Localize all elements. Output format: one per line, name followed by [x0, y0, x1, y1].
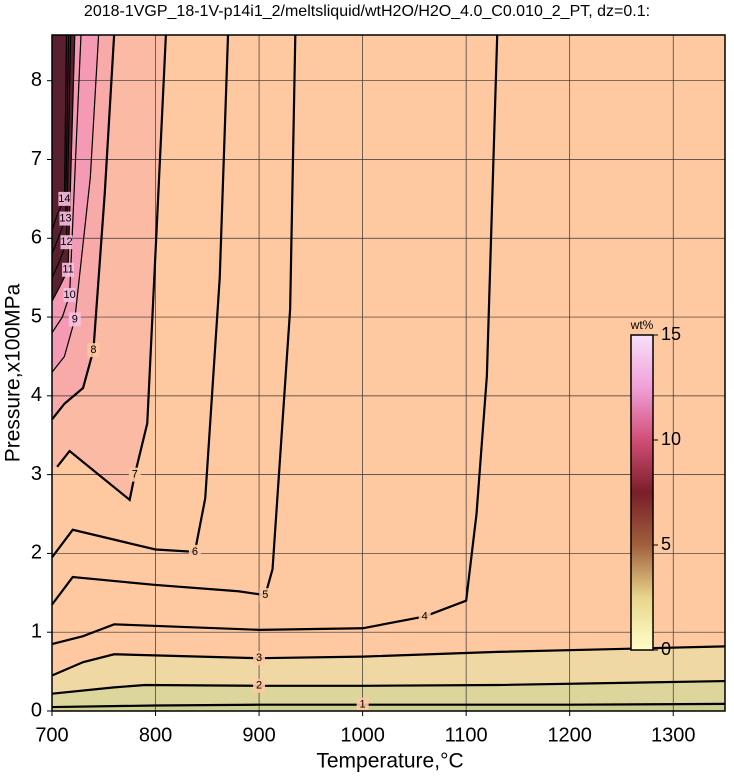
contour-line — [51, 34, 499, 646]
contour-label: 6 — [192, 546, 198, 558]
y-tick-label: 4 — [31, 384, 42, 406]
contour-label: 5 — [262, 589, 268, 601]
contour-line — [51, 34, 72, 278]
contour-label-bg — [63, 288, 76, 302]
contour-label: 2 — [256, 680, 262, 692]
contour-label-bg — [128, 467, 141, 482]
contour-line — [51, 34, 116, 421]
contour-label-bg — [87, 343, 100, 358]
x-tick-label: 1000 — [340, 724, 385, 746]
contour-line — [51, 34, 297, 606]
y-tick-label: 2 — [31, 542, 42, 564]
y-tick-label: 8 — [31, 69, 42, 91]
contour-label: 13 — [59, 212, 71, 224]
contour-label: 9 — [72, 313, 78, 325]
contour-label: 12 — [60, 236, 72, 248]
region-fill — [52, 681, 725, 711]
x-tick-label: 800 — [139, 724, 172, 746]
contour-label-bg — [60, 235, 73, 250]
chart-title: 2018-1VGP_18-1V-p14i1_2/meltsliquid/wtH2… — [84, 3, 650, 20]
contour-label: 4 — [422, 610, 428, 622]
plot-frame — [51, 34, 726, 712]
contour-label-bg — [59, 211, 72, 226]
contour-label: 8 — [90, 344, 96, 356]
contour-label-bg — [62, 262, 75, 277]
y-tick-label: 3 — [31, 463, 42, 485]
y-tick-label: 0 — [31, 699, 42, 721]
contour-line — [51, 34, 70, 255]
x-tick-label: 1300 — [651, 724, 696, 746]
x-axis-label: Temperature,°C — [316, 750, 463, 773]
x-tick-label: 700 — [35, 724, 68, 746]
colorbar — [630, 334, 654, 651]
colorbar-label: wt% — [630, 318, 654, 332]
y-tick-label: 1 — [31, 620, 42, 642]
contour-label-bg — [188, 544, 201, 559]
contour-label-bg — [418, 609, 431, 624]
y-tick-label: 7 — [31, 148, 42, 170]
contour-label-bg — [356, 697, 369, 712]
y-tick-label: 5 — [31, 305, 42, 327]
contour-line — [51, 34, 82, 334]
contour-line — [51, 34, 76, 302]
colorbar-tick-label: 15 — [661, 324, 681, 344]
contour-label: 10 — [63, 289, 75, 301]
contour-label: 14 — [58, 193, 70, 205]
colorbar-tick-label: 0 — [661, 639, 671, 659]
contour-label-bg — [68, 312, 81, 327]
contour-line — [51, 34, 68, 231]
contour-label-bg — [259, 588, 272, 603]
plot-background — [52, 35, 725, 711]
x-tick-label: 1200 — [547, 724, 592, 746]
contour-label: 1 — [360, 699, 366, 711]
contour-label-bg — [253, 678, 266, 693]
contour-label: 7 — [132, 469, 138, 481]
x-tick-label: 1100 — [445, 724, 488, 746]
contour-label: 3 — [256, 652, 262, 664]
colorbar-tick-label: 10 — [661, 429, 681, 449]
y-axis-label: Pressure,x100MPa — [2, 283, 25, 462]
contour-label-bg — [253, 651, 266, 666]
y-tick-label: 6 — [31, 227, 42, 249]
contour-line — [56, 34, 167, 502]
colorbar-tick-label: 5 — [661, 534, 671, 554]
x-tick-label: 900 — [242, 724, 275, 746]
contour-label: 11 — [62, 264, 73, 276]
contour-label-bg — [58, 191, 71, 206]
